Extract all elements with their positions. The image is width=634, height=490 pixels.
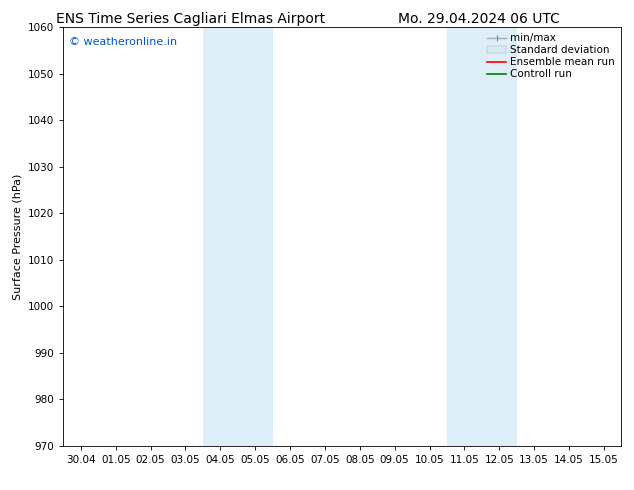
- Text: ENS Time Series Cagliari Elmas Airport: ENS Time Series Cagliari Elmas Airport: [56, 12, 325, 26]
- Bar: [447, 27, 517, 446]
- Text: Mo. 29.04.2024 06 UTC: Mo. 29.04.2024 06 UTC: [398, 12, 560, 26]
- Text: © weatheronline.in: © weatheronline.in: [69, 37, 177, 48]
- Y-axis label: Surface Pressure (hPa): Surface Pressure (hPa): [13, 173, 23, 299]
- Bar: [203, 27, 273, 446]
- Legend: min/max, Standard deviation, Ensemble mean run, Controll run: min/max, Standard deviation, Ensemble me…: [484, 30, 618, 83]
